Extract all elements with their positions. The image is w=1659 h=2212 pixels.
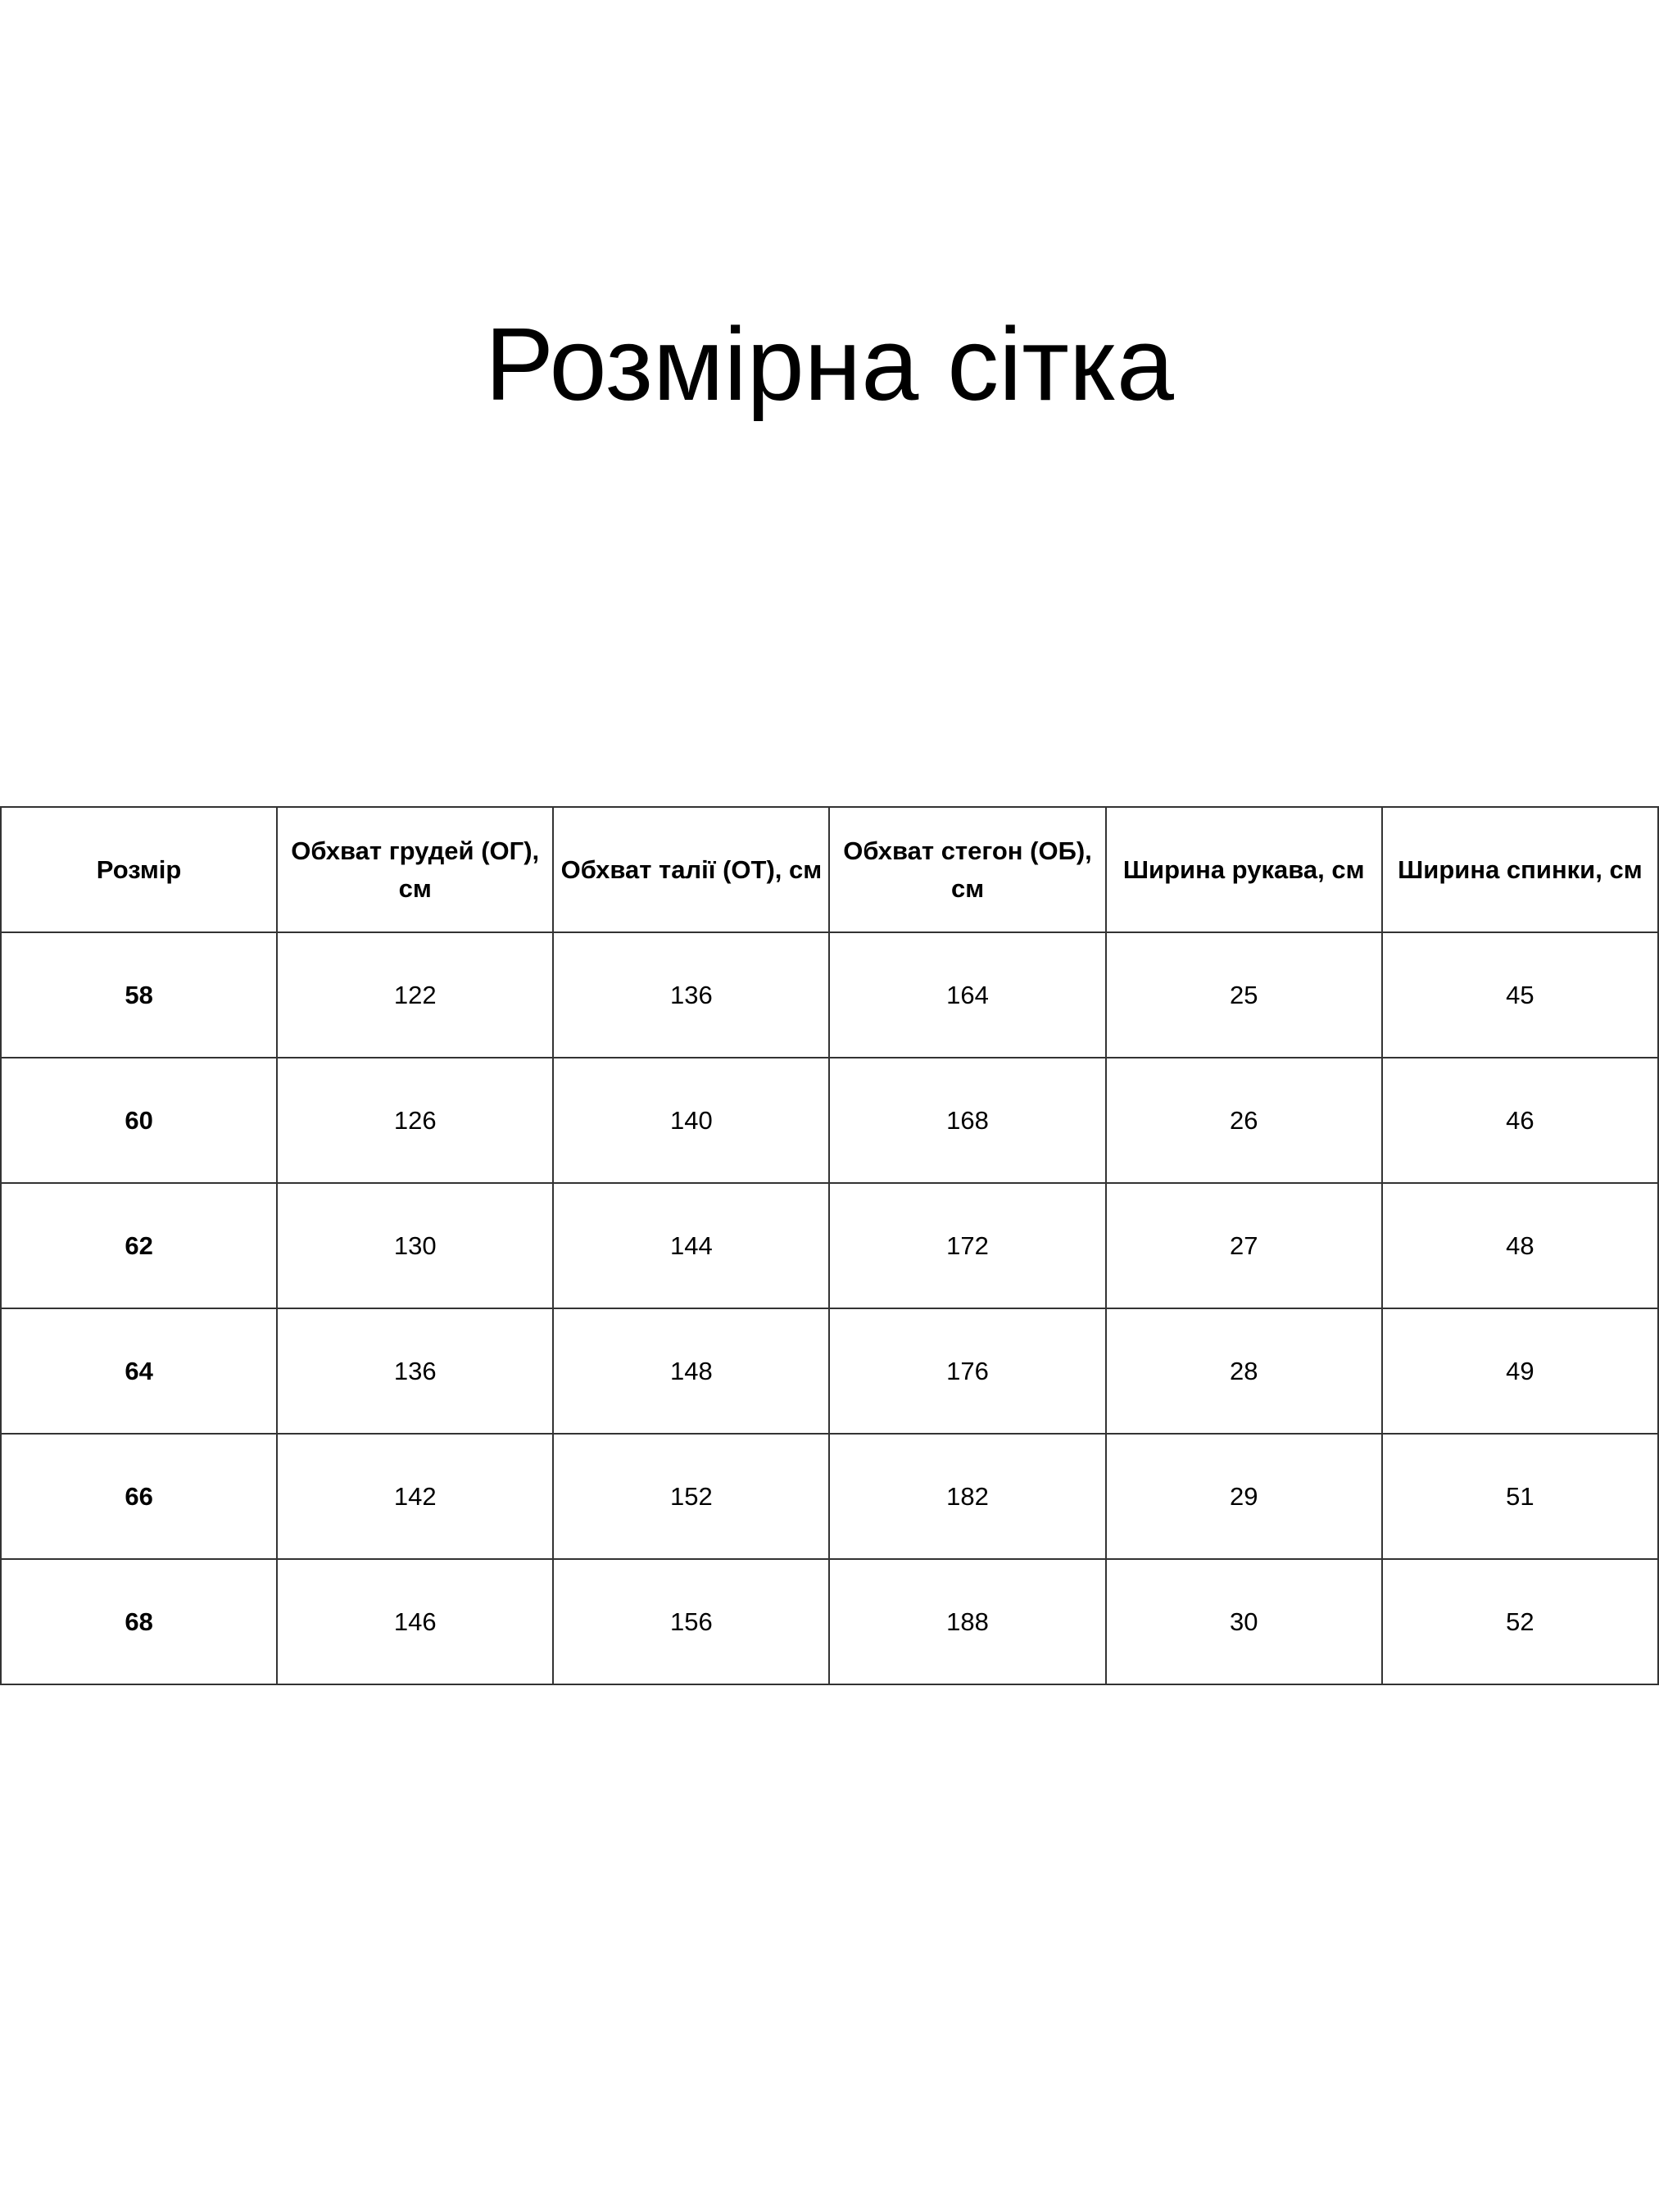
measurement-cell: 188 [828,1558,1107,1685]
column-header: Обхват стегон (ОБ), см [828,806,1107,933]
measurement-cell: 136 [552,931,831,1058]
measurement-cell: 140 [552,1057,831,1184]
measurement-cell: 148 [552,1308,831,1435]
table-row: 58 122 136 164 25 45 [0,931,1659,1058]
measurement-cell: 46 [1380,1057,1659,1184]
measurement-cell: 126 [276,1057,555,1184]
column-header: Ширина рукава, см [1104,806,1383,933]
measurement-cell: 30 [1104,1558,1383,1685]
measurement-cell: 146 [276,1558,555,1685]
size-cell: 62 [0,1182,279,1309]
table-header-row: Розмір Обхват грудей (ОГ), см Обхват талії… [0,806,1659,933]
measurement-cell: 176 [828,1308,1107,1435]
size-cell: 58 [0,931,279,1058]
measurement-cell: 152 [552,1433,831,1560]
measurement-cell: 48 [1380,1182,1659,1309]
measurement-cell: 52 [1380,1558,1659,1685]
measurement-cell: 172 [828,1182,1107,1309]
measurement-cell: 28 [1104,1308,1383,1435]
measurement-cell: 51 [1380,1433,1659,1560]
table-row: 64 136 148 176 28 49 [0,1308,1659,1435]
table-row: 62 130 144 172 27 48 [0,1182,1659,1309]
measurement-cell: 26 [1104,1057,1383,1184]
size-cell: 66 [0,1433,279,1560]
table-row: 66 142 152 182 29 51 [0,1433,1659,1560]
measurement-cell: 168 [828,1057,1107,1184]
measurement-cell: 49 [1380,1308,1659,1435]
column-header: Ширина спинки, см [1380,806,1659,933]
page-title: Розмірна сітка [485,306,1174,422]
measurement-cell: 27 [1104,1182,1383,1309]
size-cell: 68 [0,1558,279,1685]
size-cell: 60 [0,1057,279,1184]
table-row: 60 126 140 168 26 46 [0,1057,1659,1184]
measurement-cell: 142 [276,1433,555,1560]
measurement-cell: 182 [828,1433,1107,1560]
column-header: Розмір [0,806,279,933]
measurement-cell: 25 [1104,931,1383,1058]
measurement-cell: 144 [552,1182,831,1309]
measurement-cell: 130 [276,1182,555,1309]
measurement-cell: 29 [1104,1433,1383,1560]
table-row: 68 146 156 188 30 52 [0,1558,1659,1685]
size-chart-table: Розмір Обхват грудей (ОГ), см Обхват талії… [0,806,1659,1685]
measurement-cell: 156 [552,1558,831,1685]
measurement-cell: 164 [828,931,1107,1058]
measurement-cell: 136 [276,1308,555,1435]
column-header: Обхват талії (ОТ), см [552,806,831,933]
measurement-cell: 45 [1380,931,1659,1058]
measurement-cell: 122 [276,931,555,1058]
column-header: Обхват грудей (ОГ), см [276,806,555,933]
size-cell: 64 [0,1308,279,1435]
